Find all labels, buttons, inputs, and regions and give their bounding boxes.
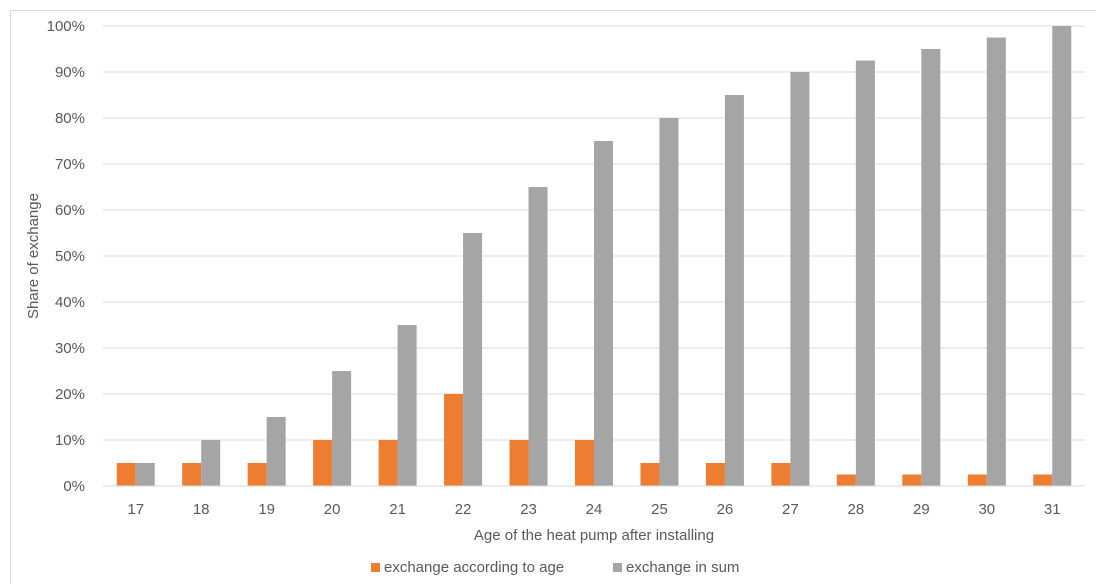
y-tick-label: 30% xyxy=(55,340,85,357)
x-tick-label: 17 xyxy=(127,501,144,518)
bar-exchange-in-sum xyxy=(855,60,875,486)
bar-exchange-in-sum xyxy=(986,37,1006,486)
bar-exchange-according-to-age xyxy=(247,463,267,486)
bar-exchange-in-sum xyxy=(594,141,613,486)
bar-exchange-in-sum xyxy=(201,440,221,486)
y-tick-label: 70% xyxy=(55,156,85,173)
y-axis-label: Share of exchange xyxy=(25,193,42,319)
bar-exchange-according-to-age xyxy=(902,474,922,486)
legend: exchange according to age exchange in sum xyxy=(371,559,739,576)
bar-exchange-according-to-age xyxy=(1033,474,1053,486)
y-tick-label: 80% xyxy=(55,110,85,127)
x-tick-label: 21 xyxy=(389,501,406,518)
x-tick-label: 24 xyxy=(586,501,603,518)
legend-swatch xyxy=(613,563,622,572)
bar-exchange-in-sum xyxy=(463,233,483,486)
y-tick-label: 10% xyxy=(55,432,85,449)
bar-exchange-in-sum xyxy=(397,325,417,486)
x-tick-label: 22 xyxy=(455,501,472,518)
x-tick-label: 20 xyxy=(324,501,341,518)
x-tick-label: 23 xyxy=(520,501,537,518)
x-tick-label: 31 xyxy=(1044,501,1061,518)
legend-label: exchange in sum xyxy=(626,559,739,576)
y-tick-label: 0% xyxy=(63,478,85,495)
x-tick-label: 30 xyxy=(978,501,995,518)
y-tick-label: 100% xyxy=(47,18,85,35)
y-axis-ticks: 0% 10% 20% 30% 40% 50% 60% 70% 80% 90% 100% xyxy=(47,18,85,495)
y-tick-label: 20% xyxy=(55,386,85,403)
bar-exchange-according-to-age xyxy=(575,440,594,486)
x-tick-label: 27 xyxy=(782,501,799,518)
chart-frame xyxy=(10,10,1096,584)
bar-exchange-in-sum xyxy=(266,417,286,486)
x-tick-label: 26 xyxy=(717,501,734,518)
bar-exchange-according-to-age xyxy=(116,463,136,486)
legend-swatch xyxy=(371,563,380,572)
bar-exchange-according-to-age xyxy=(378,440,398,486)
bar-exchange-in-sum xyxy=(135,463,155,486)
bar-exchange-according-to-age xyxy=(705,463,725,486)
x-axis-label: Age of the heat pump after installing xyxy=(474,527,714,544)
bar-exchange-according-to-age xyxy=(444,394,464,486)
bar-exchange-according-to-age xyxy=(182,463,202,486)
bar-exchange-according-to-age xyxy=(313,440,333,486)
bar-exchange-in-sum xyxy=(790,72,810,486)
bar-exchange-in-sum xyxy=(1052,26,1072,486)
x-tick-label: 28 xyxy=(848,501,865,518)
bar-exchange-according-to-age xyxy=(640,463,660,486)
bar-exchange-in-sum xyxy=(921,49,941,486)
y-tick-label: 40% xyxy=(55,294,85,311)
x-tick-label: 18 xyxy=(193,501,210,518)
legend-label: exchange according to age xyxy=(384,559,564,576)
x-tick-label: 19 xyxy=(258,501,275,518)
x-axis-ticks: 17 18 19 20 21 22 23 24 25 26 27 28 29 30 31 xyxy=(127,501,1060,518)
bar-exchange-in-sum xyxy=(528,187,548,486)
bar-exchange-in-sum xyxy=(724,95,744,486)
bar-exchange-according-to-age xyxy=(836,474,856,486)
bar-exchange-in-sum xyxy=(659,118,679,486)
y-tick-label: 90% xyxy=(55,64,85,81)
x-tick-label: 29 xyxy=(913,501,930,518)
bar-exchange-according-to-age xyxy=(771,463,791,486)
x-tick-label: 25 xyxy=(651,501,668,518)
bar-exchange-according-to-age xyxy=(509,440,529,486)
bars xyxy=(116,26,1072,486)
y-tick-label: 60% xyxy=(55,202,85,219)
bar-exchange-according-to-age xyxy=(967,474,987,486)
y-tick-label: 50% xyxy=(55,248,85,265)
bar-exchange-in-sum xyxy=(332,371,352,486)
